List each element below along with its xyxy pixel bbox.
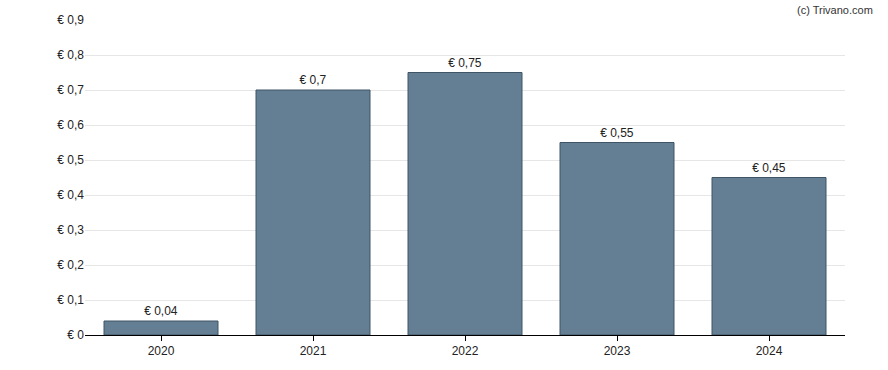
svg-text:€ 0,9: € 0,9 xyxy=(57,13,84,27)
svg-text:€ 0,55: € 0,55 xyxy=(600,126,634,140)
svg-text:€ 0,8: € 0,8 xyxy=(57,48,84,62)
svg-text:€ 0,6: € 0,6 xyxy=(57,118,84,132)
svg-text:€ 0,5: € 0,5 xyxy=(57,153,84,167)
svg-text:2024: 2024 xyxy=(756,344,783,358)
svg-text:€ 0,75: € 0,75 xyxy=(448,56,482,70)
svg-text:2020: 2020 xyxy=(148,344,175,358)
svg-text:2022: 2022 xyxy=(452,344,479,358)
svg-text:€ 0,45: € 0,45 xyxy=(752,161,786,175)
svg-text:€ 0,04: € 0,04 xyxy=(144,304,178,318)
svg-text:€ 0,3: € 0,3 xyxy=(57,223,84,237)
svg-text:€ 0: € 0 xyxy=(67,328,84,342)
svg-text:2023: 2023 xyxy=(604,344,631,358)
svg-text:€ 0,7: € 0,7 xyxy=(299,73,326,87)
svg-text:€ 0,2: € 0,2 xyxy=(57,258,84,272)
svg-text:(c) Trivano.com: (c) Trivano.com xyxy=(797,4,873,16)
svg-text:€ 0,1: € 0,1 xyxy=(57,293,84,307)
svg-text:€ 0,4: € 0,4 xyxy=(57,188,84,202)
svg-text:€ 0,7: € 0,7 xyxy=(57,83,84,97)
svg-text:2021: 2021 xyxy=(300,344,327,358)
